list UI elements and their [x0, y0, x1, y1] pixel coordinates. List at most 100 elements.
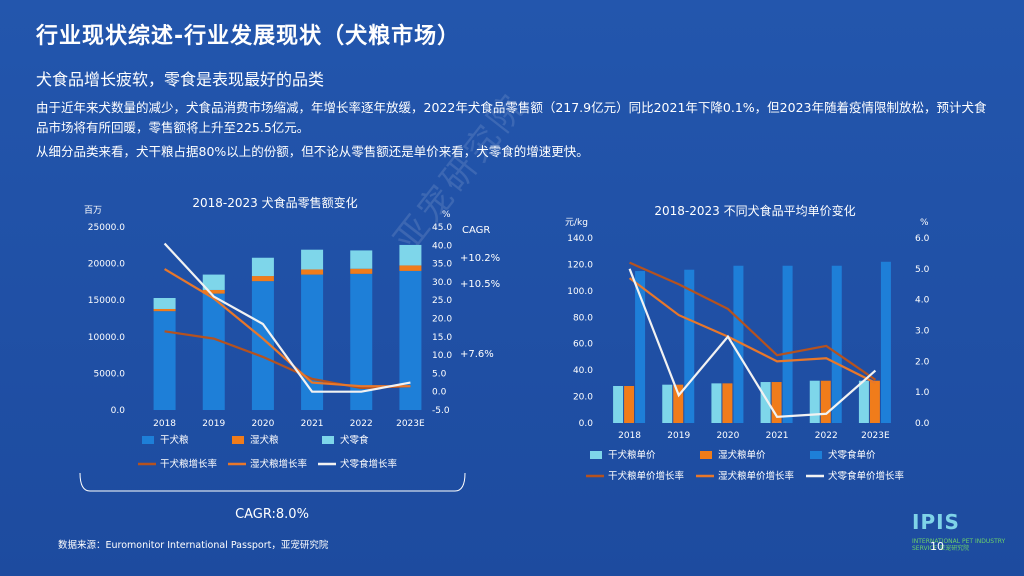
x-tick: 2019 — [667, 431, 690, 441]
cagr-label: +7.6% — [460, 349, 494, 360]
bar-1-2021 — [771, 382, 782, 423]
bar-0-2021 — [760, 382, 771, 423]
legend-label: 干犬粮单价增长率 — [608, 470, 685, 482]
chart-title: 2018-2023 犬食品零售额变化 — [192, 195, 357, 210]
bar-1-2019 — [673, 384, 684, 423]
legend-label: 湿犬粮增长率 — [250, 458, 308, 470]
page-number: 10 — [930, 540, 944, 553]
legend-label: 干犬粮增长率 — [160, 458, 218, 470]
legend-label: 干犬粮单价 — [608, 449, 656, 461]
bar-1-2019 — [202, 289, 225, 294]
x-tick: 2023E — [861, 431, 890, 441]
logo-tagline: INTERNATIONAL PET INDUSTRY SERVICE 亚宠研究院 — [912, 538, 1006, 552]
line-湿犬粮增长率 — [164, 268, 411, 388]
bar-1-2018 — [624, 386, 635, 423]
bar-1-2023E — [399, 265, 422, 271]
bar-0-2020 — [251, 281, 274, 410]
y-unit-right: % — [920, 218, 929, 228]
y-tick-right: 15.0 — [432, 333, 452, 343]
cagr-bracket — [79, 472, 466, 492]
bar-2-2019 — [202, 274, 225, 290]
x-tick: 2023E — [396, 419, 425, 429]
bar-1-2018 — [153, 308, 176, 312]
line-干犬粮增长率 — [164, 330, 411, 390]
y-tick-left: 25000.0 — [88, 223, 125, 233]
y-tick-left: 100.0 — [567, 287, 593, 297]
paragraph-2: 从细分品类来看，犬干粮占据80%以上的份额，但不论从零售额还是单价来看，犬零食的… — [36, 144, 589, 159]
legend-label: 犬零食增长率 — [340, 458, 398, 470]
bar-2-2018 — [635, 271, 646, 423]
x-tick: 2021 — [301, 419, 324, 429]
y-tick-left: 80.0 — [573, 313, 593, 323]
y-tick-left: 0.0 — [579, 419, 594, 429]
cagr-total: CAGR:8.0% — [235, 507, 309, 522]
x-tick: 2022 — [350, 419, 373, 429]
y-tick-left: 20.0 — [573, 393, 593, 403]
bar-0-2023E — [858, 380, 869, 423]
y-tick-right: 6.0 — [915, 234, 930, 244]
legend-swatch — [700, 451, 712, 459]
x-tick: 2021 — [766, 431, 789, 441]
x-tick: 2018 — [618, 431, 641, 441]
legend-swatch — [322, 436, 334, 444]
y-tick-right: 1.0 — [915, 388, 930, 398]
x-tick: 2018 — [153, 419, 176, 429]
x-tick: 2019 — [202, 419, 225, 429]
line-干犬粮单价增长率 — [629, 261, 877, 381]
y-tick-right: 5.0 — [915, 265, 930, 275]
bar-2-2021 — [782, 265, 793, 423]
bar-1-2021 — [301, 269, 324, 275]
bar-2-2020 — [251, 257, 274, 277]
y-tick-left: 10000.0 — [88, 333, 125, 343]
y-tick-right: 2.0 — [915, 357, 930, 367]
logo-text: IPIS — [912, 510, 960, 534]
bar-0-2018 — [613, 386, 624, 423]
cagr-label: +10.5% — [460, 279, 500, 290]
legend-swatch — [810, 451, 822, 459]
bar-0-2019 — [202, 293, 225, 410]
y-unit-left: 元/kg — [565, 218, 588, 228]
bar-1-2022 — [820, 380, 831, 423]
y-tick-right: 45.0 — [432, 223, 452, 233]
bar-0-2022 — [809, 380, 820, 423]
legend-swatch — [142, 436, 154, 444]
y-unit-left: 百万 — [84, 205, 102, 216]
bar-0-2021 — [301, 274, 324, 410]
y-tick-right: 35.0 — [432, 260, 452, 270]
legend-label: 犬零食 — [340, 434, 369, 446]
bar-2-2020 — [733, 265, 744, 423]
y-tick-left: 0.0 — [111, 406, 126, 416]
y-tick-right: 0.0 — [432, 388, 447, 398]
bar-2-2018 — [153, 298, 176, 309]
page-subtitle: 犬食品增长疲软，零食是表现最好的品类 — [36, 70, 325, 89]
page-title: 行业现状综述-行业发展现状（犬粮市场） — [36, 24, 461, 49]
bar-1-2022 — [350, 268, 373, 274]
cagr-label: +10.2% — [460, 253, 500, 264]
ipis-logo: IPIS INTERNATIONAL PET INDUSTRY SERVICE … — [912, 510, 1008, 570]
y-tick-left: 40.0 — [573, 366, 593, 376]
y-tick-right: -5.0 — [432, 406, 450, 416]
y-tick-right: 0.0 — [915, 419, 930, 429]
y-tick-left: 15000.0 — [88, 296, 125, 306]
bar-0-2020 — [711, 383, 722, 423]
x-tick: 2020 — [716, 431, 739, 441]
bar-2-2023E — [880, 261, 891, 423]
y-tick-right: 5.0 — [432, 369, 447, 379]
source-note: 数据来源：Euromonitor International Passport，… — [58, 540, 329, 551]
y-tick-left: 120.0 — [567, 260, 593, 270]
y-tick-left: 60.0 — [573, 340, 593, 350]
bar-2-2019 — [684, 269, 695, 423]
y-tick-left: 5000.0 — [94, 369, 126, 379]
legend-swatch — [590, 451, 602, 459]
y-tick-right: 30.0 — [432, 278, 452, 288]
y-tick-right: 25.0 — [432, 296, 452, 306]
y-tick-right: 40.0 — [432, 241, 452, 251]
legend-label: 湿犬粮单价增长率 — [718, 470, 795, 482]
bar-2-2022 — [831, 265, 842, 423]
bar-2-2021 — [301, 249, 324, 270]
legend-label: 犬零食单价 — [828, 449, 876, 461]
line-湿犬粮单价增长率 — [628, 277, 876, 384]
